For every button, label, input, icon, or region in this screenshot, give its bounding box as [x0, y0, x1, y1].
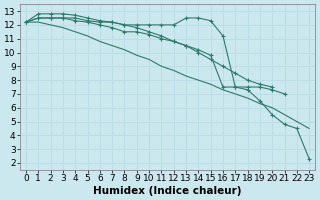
X-axis label: Humidex (Indice chaleur): Humidex (Indice chaleur) [93, 186, 242, 196]
